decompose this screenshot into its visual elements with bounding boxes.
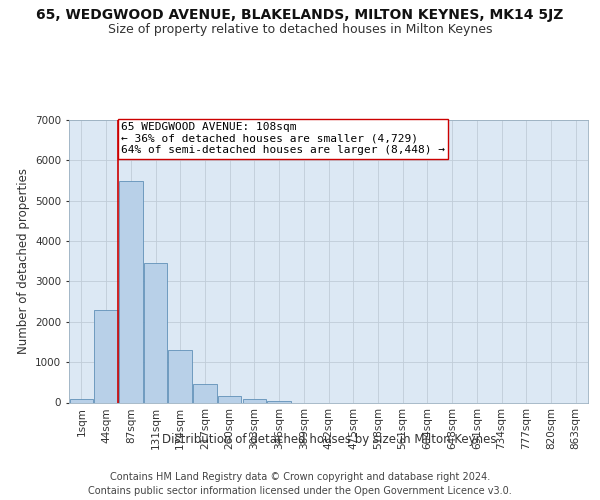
Bar (70, 400, 93, 402)
Text: Size of property relative to detached houses in Milton Keynes: Size of property relative to detached ho… (108, 22, 492, 36)
Bar (268, 401, 291, 402)
Text: Distribution of detached houses by size in Milton Keynes: Distribution of detached houses by size … (161, 432, 496, 446)
Bar (218, 396, 241, 402)
Text: 65 WEDGWOOD AVENUE: 108sqm
← 36% of detached houses are smaller (4,729)
64% of s: 65 WEDGWOOD AVENUE: 108sqm ← 36% of deta… (121, 122, 445, 155)
Bar (119, 182, 143, 402)
Text: Contains public sector information licensed under the Open Government Licence v3: Contains public sector information licen… (88, 486, 512, 496)
Bar (144, 264, 167, 402)
Bar (94, 310, 118, 402)
Bar (169, 350, 192, 403)
Bar (193, 384, 217, 402)
Text: Contains HM Land Registry data © Crown copyright and database right 2024.: Contains HM Land Registry data © Crown c… (110, 472, 490, 482)
Text: 65, WEDGWOOD AVENUE, BLAKELANDS, MILTON KEYNES, MK14 5JZ: 65, WEDGWOOD AVENUE, BLAKELANDS, MILTON … (37, 8, 563, 22)
Y-axis label: Number of detached properties: Number of detached properties (17, 168, 29, 354)
Bar (242, 400, 266, 402)
